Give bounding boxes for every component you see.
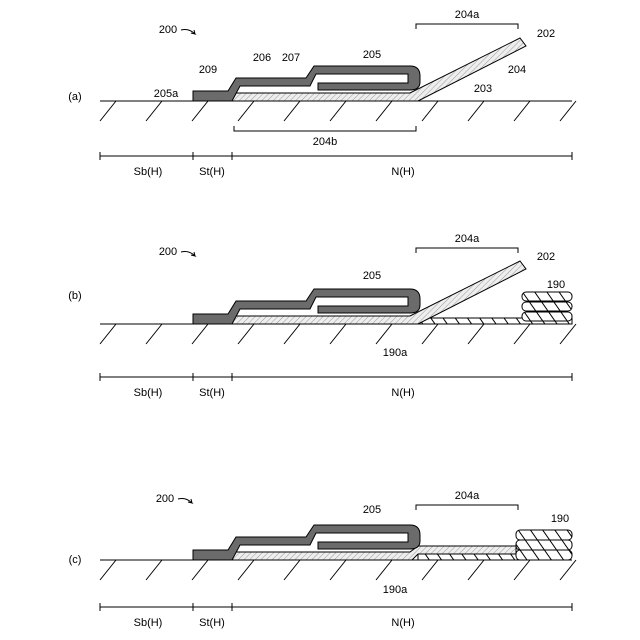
zone-label: St(H) bbox=[199, 387, 225, 399]
layer-190-stack bbox=[516, 540, 572, 550]
callout-arrow bbox=[181, 252, 195, 257]
callout-label: 205 bbox=[363, 504, 381, 516]
bracket bbox=[416, 248, 518, 253]
ground-hatch bbox=[422, 101, 438, 121]
layer-190-stack bbox=[522, 292, 572, 301]
ground-hatch bbox=[192, 324, 208, 344]
callout-label: 190a bbox=[383, 347, 408, 359]
callout-label: 205 bbox=[363, 270, 381, 282]
ground-hatch bbox=[330, 560, 346, 580]
ground-hatch bbox=[100, 324, 116, 344]
callout-label: 209 bbox=[199, 64, 217, 76]
zone-label: Sb(H) bbox=[134, 617, 163, 629]
panel: (a) 200 209 206 207 205 204a 202 204 203 205a 204b S… bbox=[68, 9, 576, 178]
ground-hatch bbox=[468, 101, 484, 121]
callout-label: 200 bbox=[159, 24, 177, 36]
ground-hatch bbox=[238, 101, 254, 121]
callout-label: 190 bbox=[551, 513, 569, 525]
callout-label: 204b bbox=[313, 136, 337, 148]
ground-hatch bbox=[238, 560, 254, 580]
ground-hatch bbox=[376, 324, 392, 344]
callout-label: 202 bbox=[537, 28, 555, 40]
layer-190 bbox=[418, 554, 518, 560]
ground-hatch bbox=[330, 324, 346, 344]
ground-hatch bbox=[560, 560, 576, 580]
zone-label: Sb(H) bbox=[134, 166, 163, 178]
bracket bbox=[416, 505, 518, 510]
layer-190-stack bbox=[522, 312, 572, 321]
ground-hatch bbox=[100, 560, 116, 580]
zone-label: Sb(H) bbox=[134, 387, 163, 399]
layer-190-stack bbox=[516, 530, 572, 540]
ground-hatch bbox=[100, 101, 116, 121]
ground-hatch bbox=[284, 324, 300, 344]
ground-hatch bbox=[422, 560, 438, 580]
callout-label: 203 bbox=[474, 83, 492, 95]
ground-hatch bbox=[284, 560, 300, 580]
ground-hatch bbox=[468, 560, 484, 580]
ground-hatch bbox=[514, 101, 530, 121]
callout-label: 205 bbox=[363, 49, 381, 61]
callout-label: 204 bbox=[508, 64, 526, 76]
ground-hatch bbox=[422, 324, 438, 344]
callout-label: 204a bbox=[455, 490, 480, 502]
callout-arrow bbox=[181, 30, 195, 35]
zone-label: St(H) bbox=[199, 166, 225, 178]
ground-hatch bbox=[514, 560, 530, 580]
ground-hatch bbox=[192, 560, 208, 580]
layer-190-stack bbox=[522, 302, 572, 311]
callout-arrow bbox=[178, 499, 192, 504]
ground-hatch bbox=[376, 560, 392, 580]
ground-hatch bbox=[468, 324, 484, 344]
callout-label: 204a bbox=[455, 9, 480, 21]
callout-label: 190a bbox=[383, 584, 408, 596]
bracket bbox=[234, 126, 416, 131]
bracket bbox=[416, 24, 518, 29]
ground-hatch bbox=[514, 324, 530, 344]
callout-label: 190 bbox=[547, 279, 565, 291]
panel: (b) 200 204a 202 205 190 190a Sb(H) St(H) N(H) bbox=[68, 233, 576, 399]
callout-label: 204a bbox=[455, 233, 480, 245]
ground-hatch bbox=[560, 324, 576, 344]
ground-hatch bbox=[146, 560, 162, 580]
ground-hatch bbox=[192, 101, 208, 121]
callout-label: 206 bbox=[253, 52, 271, 64]
panel: (c) 200 205 204a 190 190a Sb(H) St(H) N(H) bbox=[69, 490, 576, 629]
layer-190-stack bbox=[516, 550, 572, 560]
callout-label: 200 bbox=[159, 246, 177, 258]
ground-hatch bbox=[238, 324, 254, 344]
ground-hatch bbox=[376, 101, 392, 121]
panel-label: (c) bbox=[69, 554, 82, 566]
callout-label: 205a bbox=[154, 88, 179, 100]
zone-label: N(H) bbox=[391, 387, 414, 399]
zone-label: N(H) bbox=[391, 166, 414, 178]
ground-hatch bbox=[330, 101, 346, 121]
page: (a) 200 209 206 207 205 204a 202 204 203 205a 204b S… bbox=[0, 0, 640, 640]
ground-hatch bbox=[146, 324, 162, 344]
callout-label: 207 bbox=[282, 52, 300, 64]
panel-label: (b) bbox=[68, 290, 81, 302]
ground-hatch bbox=[560, 101, 576, 121]
ground-hatch bbox=[146, 101, 162, 121]
zone-label: N(H) bbox=[391, 617, 414, 629]
panel-label: (a) bbox=[68, 91, 81, 103]
callout-label: 202 bbox=[537, 251, 555, 263]
ground-hatch bbox=[284, 101, 300, 121]
zone-label: St(H) bbox=[199, 617, 225, 629]
figure: (a) 200 209 206 207 205 204a 202 204 203 205a 204b S… bbox=[0, 0, 640, 640]
callout-label: 200 bbox=[156, 493, 174, 505]
